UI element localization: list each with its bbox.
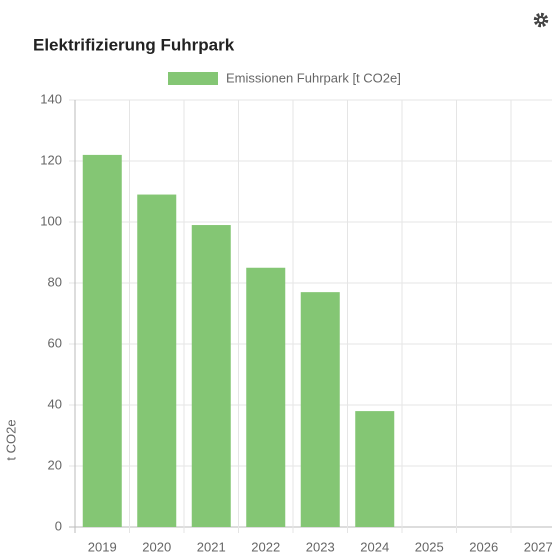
bar — [300, 292, 340, 527]
bar — [246, 267, 286, 527]
bar — [355, 411, 395, 527]
x-tick-label: 2024 — [360, 539, 389, 554]
bar — [191, 225, 231, 528]
y-tick-label: 40 — [48, 396, 62, 411]
x-tick-label: 2020 — [142, 539, 171, 554]
chart-title: Elektrifizierung Fuhrpark — [33, 35, 235, 54]
x-tick-label: 2025 — [415, 539, 444, 554]
y-axis-label: t CO2e — [3, 419, 18, 460]
legend-label: Emissionen Fuhrpark [t CO2e] — [226, 70, 401, 85]
settings-icon[interactable] — [533, 12, 549, 28]
y-tick-label: 100 — [40, 213, 62, 228]
y-tick-label: 80 — [48, 274, 62, 289]
x-tick-label: 2022 — [251, 539, 280, 554]
y-tick-label: 120 — [40, 152, 62, 167]
x-tick-label: 2019 — [88, 539, 117, 554]
legend-swatch — [168, 72, 218, 85]
y-tick-label: 0 — [55, 518, 62, 533]
x-tick-label: 2026 — [469, 539, 498, 554]
x-tick-label: 2023 — [306, 539, 335, 554]
y-tick-label: 140 — [40, 91, 62, 106]
y-tick-label: 60 — [48, 335, 62, 350]
bar — [137, 194, 177, 528]
y-tick-label: 20 — [48, 457, 62, 472]
x-tick-label: 2027 — [524, 539, 552, 554]
x-tick-label: 2021 — [197, 539, 226, 554]
bar — [82, 154, 122, 527]
